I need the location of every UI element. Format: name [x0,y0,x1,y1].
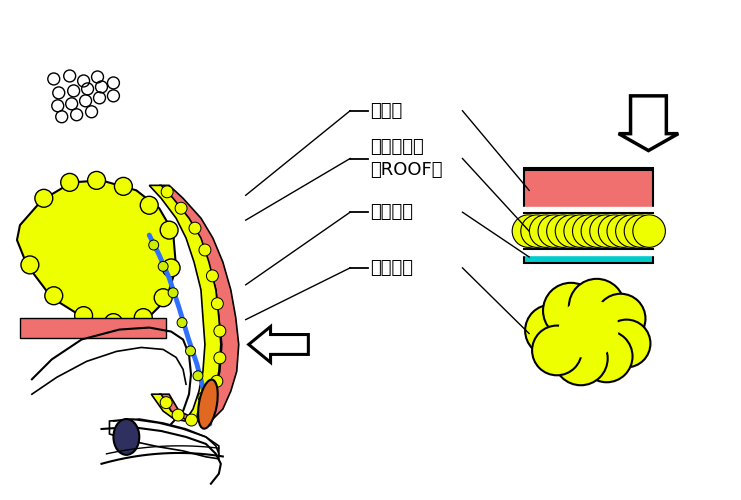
Polygon shape [159,186,239,421]
Circle shape [154,289,172,306]
Circle shape [624,215,657,248]
Circle shape [590,215,622,248]
Circle shape [44,287,63,304]
Circle shape [211,298,223,310]
Text: 隔膜前脂肪
（ROOF）: 隔膜前脂肪 （ROOF） [370,138,442,178]
Circle shape [87,172,105,190]
Circle shape [199,244,211,256]
Circle shape [211,376,223,387]
Circle shape [633,215,665,248]
Polygon shape [110,419,219,459]
Polygon shape [619,96,678,150]
Circle shape [61,174,79,192]
Circle shape [564,215,597,248]
Circle shape [596,294,645,344]
Bar [524,170,654,210]
Circle shape [162,186,173,198]
Bar [524,252,654,263]
Ellipse shape [113,419,139,455]
Circle shape [543,283,599,339]
Circle shape [193,371,203,381]
Polygon shape [249,326,308,362]
Circle shape [162,259,180,277]
Circle shape [104,314,122,332]
Circle shape [134,308,152,326]
Circle shape [532,326,582,376]
Circle shape [75,306,93,324]
Circle shape [599,215,631,248]
Circle shape [149,240,159,250]
Circle shape [573,215,605,248]
Circle shape [214,352,226,364]
Circle shape [607,215,639,248]
Circle shape [140,196,158,214]
Circle shape [168,288,178,298]
Circle shape [205,394,217,406]
Circle shape [581,215,614,248]
Circle shape [172,409,184,421]
Circle shape [175,202,187,214]
Circle shape [185,346,196,356]
Circle shape [177,318,187,328]
Circle shape [602,320,651,368]
Circle shape [559,298,619,358]
Text: 眼窩脂肪: 眼窩脂肪 [370,259,413,277]
Circle shape [554,332,608,385]
Circle shape [581,330,633,382]
Circle shape [158,262,168,272]
Circle shape [160,221,178,239]
Circle shape [538,215,571,248]
Circle shape [555,215,588,248]
Circle shape [198,392,208,402]
Circle shape [114,178,133,196]
Circle shape [616,215,648,248]
Polygon shape [149,186,221,421]
Circle shape [512,215,545,248]
Text: 眼窩隔膜: 眼窩隔膜 [370,203,413,221]
Circle shape [547,215,579,248]
Circle shape [21,256,39,274]
Ellipse shape [198,380,218,428]
Circle shape [525,304,576,356]
Circle shape [160,396,172,408]
Polygon shape [17,180,176,326]
Circle shape [521,215,554,248]
Circle shape [207,270,219,282]
Circle shape [569,279,625,334]
Polygon shape [20,318,166,338]
Circle shape [35,190,53,207]
Circle shape [189,222,201,234]
Circle shape [529,215,562,248]
Circle shape [197,409,209,421]
Circle shape [214,325,226,337]
Circle shape [185,414,197,426]
Text: 眼輪筋: 眼輪筋 [370,102,402,120]
